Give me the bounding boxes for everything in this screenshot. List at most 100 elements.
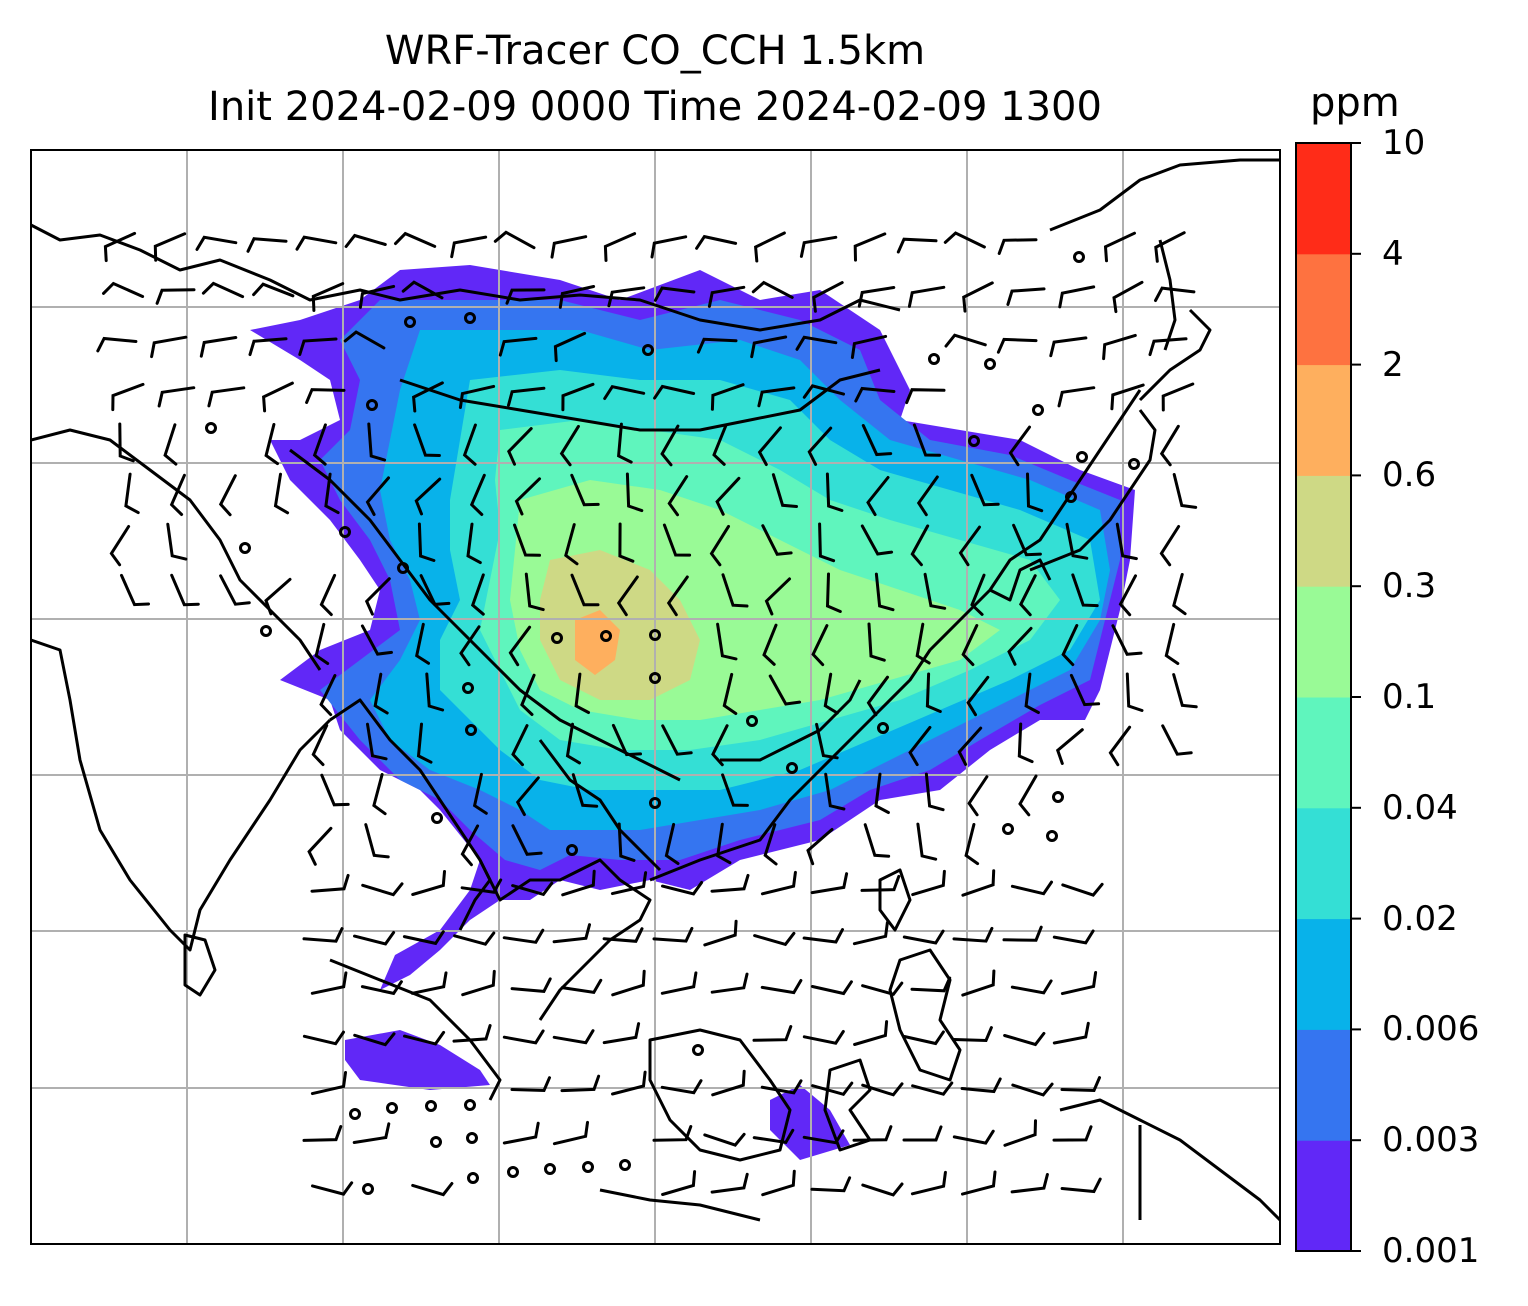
wind-barb <box>611 969 646 997</box>
calm-wind-circle <box>349 1108 361 1120</box>
wind-barb <box>1148 337 1188 357</box>
wind-barb <box>810 1176 852 1193</box>
colorbar-tick-label: 0.001 <box>1382 1231 1480 1271</box>
wind-barb <box>248 337 288 357</box>
wind-barb <box>602 1022 641 1045</box>
wind-barb <box>660 971 698 995</box>
wind-barb <box>603 232 637 262</box>
wind-barb <box>764 577 791 616</box>
wind-barb <box>314 622 330 665</box>
wind-barb <box>1026 472 1044 513</box>
wind-barb <box>715 476 741 516</box>
colorbar-tick-label: 10 <box>1382 123 1426 163</box>
wind-barb <box>964 823 980 866</box>
wind-barb <box>1061 882 1104 897</box>
wind-barb <box>852 920 889 946</box>
wind-barb <box>709 524 730 567</box>
philippines <box>888 948 962 1082</box>
wind-barb <box>874 572 895 612</box>
wind-barb <box>460 824 480 867</box>
wind-barb <box>825 472 844 512</box>
wind-barb <box>352 1122 391 1144</box>
wind-barb <box>721 573 749 608</box>
wind-barb <box>823 672 839 715</box>
wind-barb <box>716 622 738 661</box>
wind-barb <box>850 334 888 359</box>
colorbar-segment <box>1296 475 1351 587</box>
wind-barb <box>458 384 496 409</box>
calm-wind-circle <box>551 632 563 644</box>
wind-barb <box>513 523 541 557</box>
wind-barb <box>510 977 552 993</box>
wind-barb <box>610 871 648 896</box>
calm-wind-circle <box>877 722 889 734</box>
calm-wind-circle <box>984 358 996 370</box>
wind-barb <box>402 930 445 946</box>
calm-wind-circle <box>260 625 272 637</box>
wind-barb <box>1103 231 1136 263</box>
wind-barb <box>373 672 389 715</box>
wind-barb <box>925 672 942 713</box>
colorbar-segment <box>1296 364 1351 476</box>
wind-barb <box>1154 286 1196 302</box>
calm-wind-circle <box>464 312 476 324</box>
wind-barb <box>103 231 137 263</box>
wind-barb <box>1110 383 1145 411</box>
wind-barb <box>807 426 833 466</box>
wind-barb <box>511 724 529 767</box>
wind-barb <box>902 1125 943 1142</box>
korea <box>989 558 1052 602</box>
calm-wind-circle <box>746 715 758 727</box>
wind-barb <box>498 336 538 357</box>
calm-wind-circle <box>386 1102 398 1114</box>
wind-barb <box>852 1125 893 1142</box>
wind-barb <box>857 286 896 308</box>
wind-barb <box>1049 336 1088 358</box>
wind-barb <box>515 776 540 816</box>
wind-barb <box>960 1077 1002 1094</box>
wind-barb <box>410 971 448 995</box>
wind-barb <box>1018 774 1038 817</box>
wind-barb <box>311 282 345 312</box>
calm-wind-circle <box>425 1100 437 1112</box>
wind-barb <box>120 573 150 607</box>
wind-barb <box>966 675 990 717</box>
wind-barb <box>863 823 891 858</box>
colorbar <box>1295 142 1361 1252</box>
wind-barb <box>460 878 503 894</box>
calm-wind-circle <box>1128 458 1140 470</box>
wind-barb <box>1071 573 1099 608</box>
wind-barb <box>1065 522 1089 560</box>
wind-barb <box>1172 573 1187 616</box>
wind-barb <box>711 724 729 767</box>
gridlines <box>31 150 1280 1244</box>
wind-barb <box>760 870 797 896</box>
wind-barb <box>802 928 844 944</box>
wind-barb <box>195 235 238 251</box>
wind-barb <box>762 623 778 666</box>
wind-barb <box>170 573 200 607</box>
wind-barb <box>721 773 749 807</box>
wind-barb <box>415 622 430 665</box>
wind-barb <box>712 423 728 466</box>
wind-barb <box>124 472 140 515</box>
wind-barb <box>761 524 793 556</box>
wind-barb <box>944 333 987 348</box>
wind-barb <box>695 234 738 250</box>
wind-barb <box>502 928 545 944</box>
wind-barb <box>660 1079 703 1095</box>
calm-wind-circle <box>430 1136 442 1148</box>
field-level-0.6 <box>575 610 620 675</box>
wind-barb <box>1159 424 1180 467</box>
wind-barb <box>360 980 403 996</box>
wind-barb <box>961 1170 997 1196</box>
wind-barb <box>703 919 738 947</box>
wind-barb <box>310 971 348 995</box>
wind-barb <box>201 281 245 299</box>
wind-barb <box>218 474 237 517</box>
wind-barb <box>761 1169 796 1197</box>
wind-barb <box>520 673 536 716</box>
wind-barb <box>311 1181 354 1196</box>
wind-barb <box>169 473 186 516</box>
wind-barb <box>1060 971 1098 996</box>
